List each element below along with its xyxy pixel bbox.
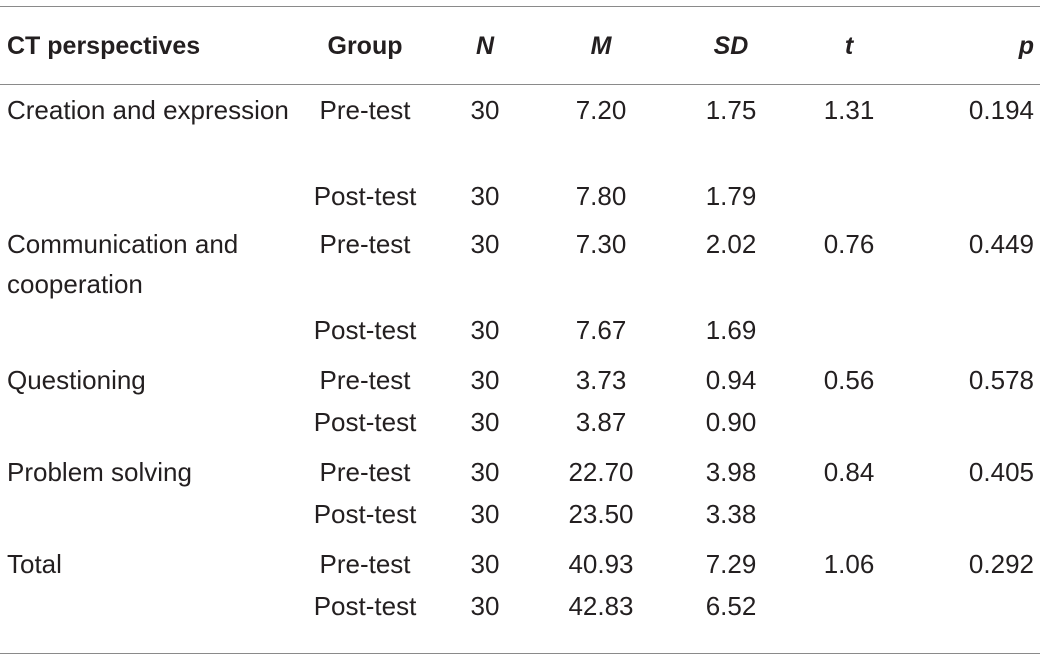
cell-group: Post-test [313,499,417,529]
table-row: Creation and expression Pre-test 30 7.20… [0,84,1040,176]
table-row: Total Pre-test 30 40.93 7.29 1.06 0.292 [0,536,1040,586]
cell-t: 0.84 [823,457,875,487]
cell-sd: 3.98 [705,457,757,487]
cell-t: 0.76 [823,229,875,259]
cell-t: 1.06 [823,549,875,579]
header-sd: SD [713,31,749,60]
table-row: Questioning Pre-test 30 3.73 0.94 0.56 0… [0,352,1040,402]
cell-p: 0.194 [968,95,1034,125]
cell-p: 0.292 [968,549,1034,579]
cell-perspective: Total [7,549,62,579]
cell-m: 7.20 [575,95,627,125]
cell-p [908,176,1040,218]
cell-group: Pre-test [319,95,411,125]
cell-n: 30 [470,591,500,621]
table-row: Post-test 30 7.80 1.79 [0,176,1040,218]
cell-group: Post-test [313,181,417,211]
cell-p [908,494,1040,536]
cell-m: 22.70 [568,457,634,487]
cell-m: 40.93 [568,549,634,579]
header-row: CT perspectives Group N M SD t p [0,8,1040,84]
table-row: Communication and cooperation Pre-test 3… [0,218,1040,310]
cell-sd: 1.75 [705,95,757,125]
table-row: Post-test 30 7.67 1.69 [0,310,1040,352]
cell-p [908,586,1040,632]
cell-n: 30 [470,365,500,395]
cell-t [790,176,908,218]
cell-sd: 6.52 [705,591,757,621]
cell-n: 30 [470,95,500,125]
cell-m: 7.67 [575,315,627,345]
table-row: Problem solving Pre-test 30 22.70 3.98 0… [0,444,1040,494]
cell-m: 7.30 [575,229,627,259]
cell-group: Post-test [313,407,417,437]
cell-perspective: Problem solving [7,457,192,487]
cell-sd: 0.94 [705,365,757,395]
cell-p [908,310,1040,352]
cell-n: 30 [470,457,500,487]
cell-p: 0.449 [968,229,1034,259]
header-n: N [475,31,495,60]
bottom-rule [0,653,1040,654]
cell-n: 30 [470,229,500,259]
cell-perspective [0,494,290,536]
cell-t [790,310,908,352]
cell-m: 3.87 [575,407,627,437]
cell-t [790,402,908,444]
cell-perspective: Communication and cooperation [7,229,239,299]
cell-group: Post-test [313,591,417,621]
cell-t [790,494,908,536]
top-rule [0,6,1040,7]
table-row: Post-test 30 42.83 6.52 [0,586,1040,632]
header-p: p [1018,31,1034,60]
cell-perspective [0,586,290,632]
cell-group: Post-test [313,315,417,345]
cell-t: 1.31 [823,95,875,125]
cell-t [790,586,908,632]
table-row: Post-test 30 23.50 3.38 [0,494,1040,536]
cell-m: 23.50 [568,499,634,529]
cell-sd: 2.02 [705,229,757,259]
cell-m: 42.83 [568,591,634,621]
cell-group: Pre-test [319,365,411,395]
header-ct-perspectives: CT perspectives [7,31,201,60]
cell-sd: 1.69 [705,315,757,345]
ct-perspectives-table: CT perspectives Group N M SD t p Creatio… [0,8,1040,632]
cell-sd: 7.29 [705,549,757,579]
cell-p: 0.405 [968,457,1034,487]
header-group: Group [327,31,403,60]
cell-n: 30 [470,549,500,579]
cell-perspective [0,402,290,444]
cell-perspective [0,310,290,352]
table-row: Post-test 30 3.87 0.90 [0,402,1040,444]
cell-group: Pre-test [319,229,411,259]
cell-n: 30 [470,181,500,211]
cell-m: 3.73 [575,365,627,395]
cell-perspective [0,176,290,218]
cell-n: 30 [470,499,500,529]
cell-n: 30 [470,407,500,437]
cell-sd: 1.79 [705,181,757,211]
header-m: M [590,31,612,60]
header-t: t [844,31,854,60]
header-rule [0,84,1040,85]
cell-sd: 3.38 [705,499,757,529]
cell-t: 0.56 [823,365,875,395]
cell-m: 7.80 [575,181,627,211]
cell-perspective: Questioning [7,365,146,395]
cell-group: Pre-test [319,549,411,579]
cell-p: 0.578 [968,365,1034,395]
cell-sd: 0.90 [705,407,757,437]
cell-p [908,402,1040,444]
cell-perspective: Creation and expression [7,95,289,125]
cell-group: Pre-test [319,457,411,487]
cell-n: 30 [470,315,500,345]
